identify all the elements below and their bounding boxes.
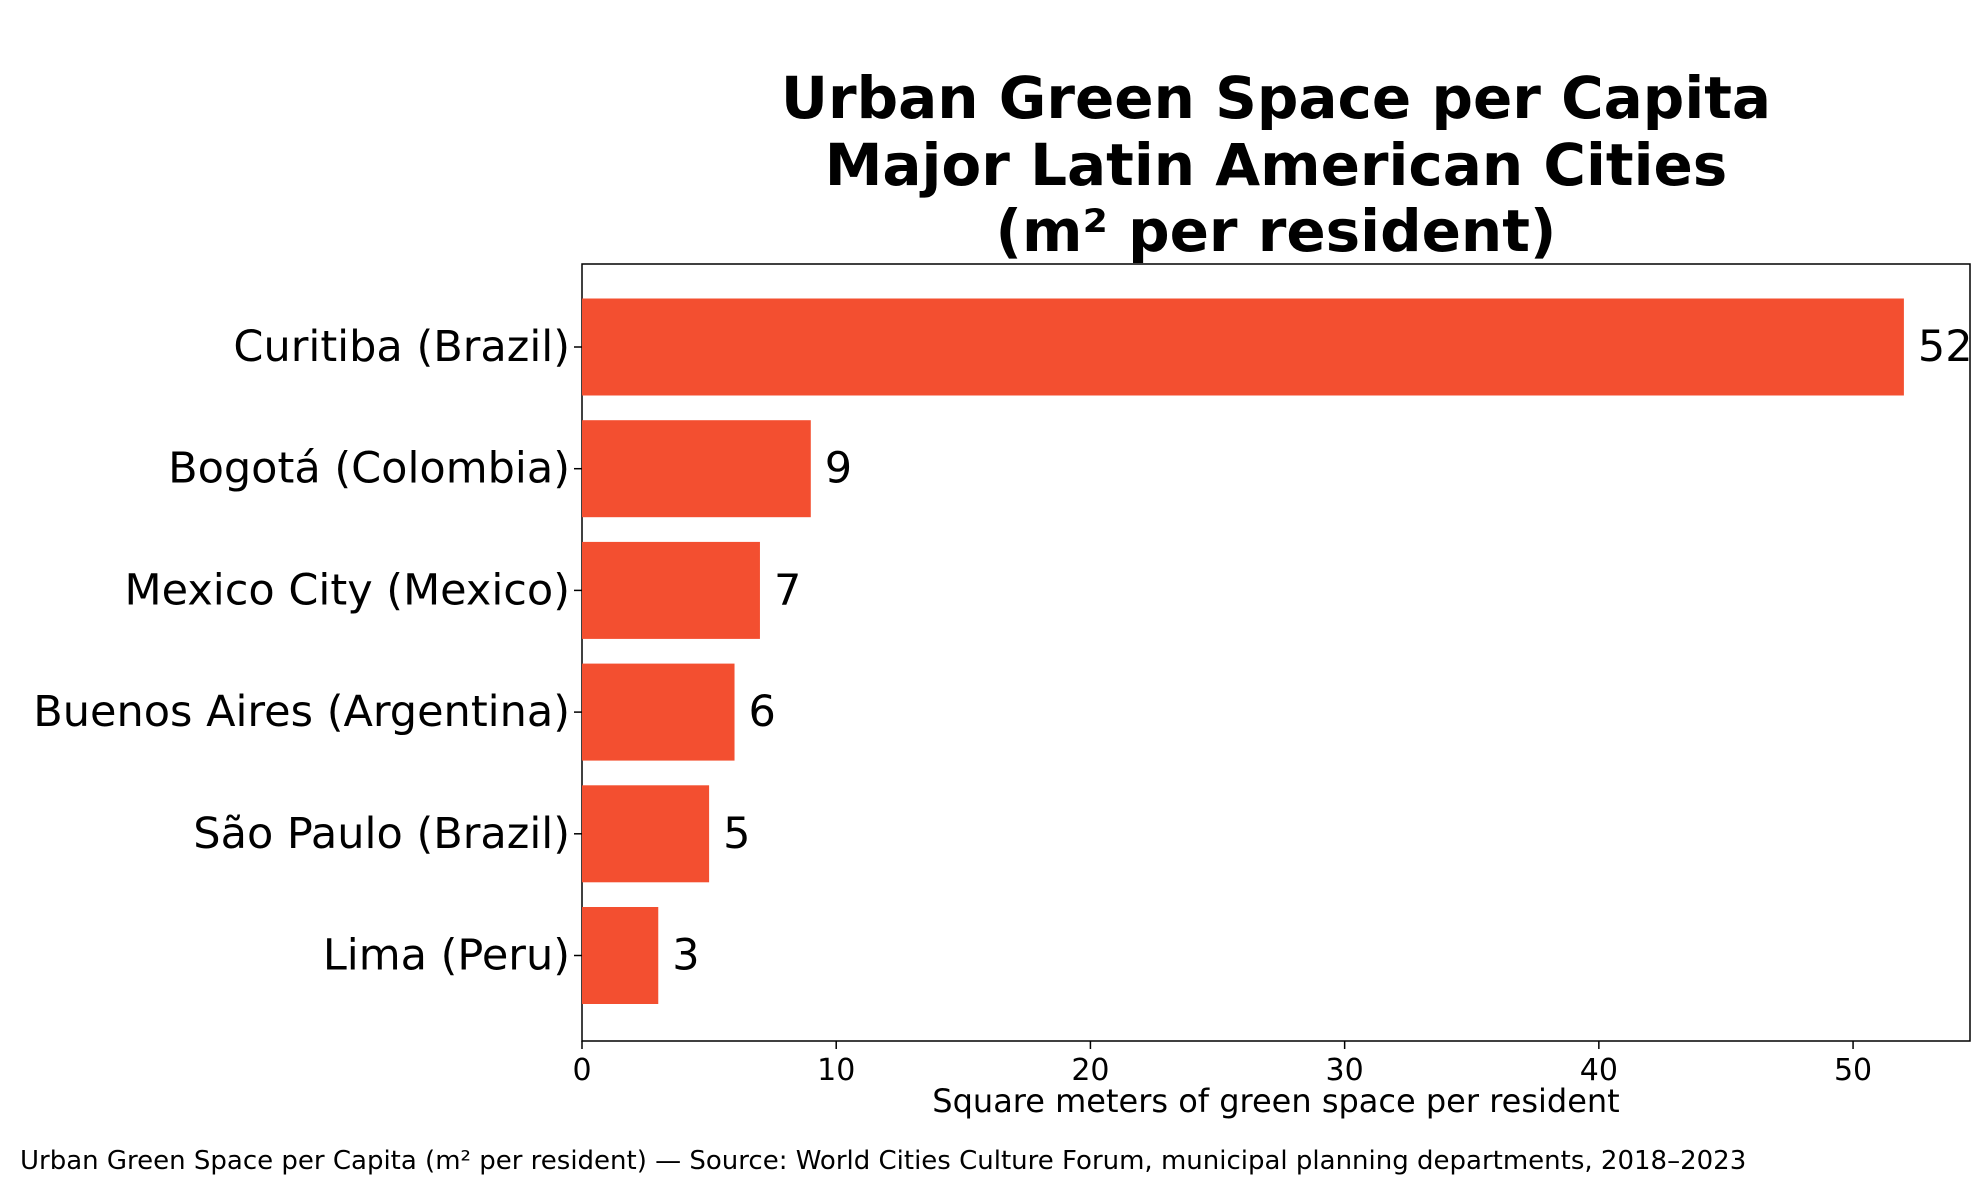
x-tick-label: 20 bbox=[1071, 1053, 1109, 1088]
x-axis-title: Square meters of green space per residen… bbox=[932, 1082, 1619, 1120]
bar bbox=[582, 420, 811, 518]
category-label: Bogotá (Colombia) bbox=[168, 444, 570, 494]
category-labels: Curitiba (Brazil) Bogotá (Colombia) Mexico… bbox=[33, 322, 582, 981]
chart-title-line: (m² per resident) bbox=[996, 197, 1557, 265]
plot-frame bbox=[581, 263, 1971, 1042]
bar bbox=[582, 907, 659, 1004]
chart-title-line: Major Latin American Cities bbox=[825, 131, 1728, 199]
x-tick-label: 10 bbox=[817, 1053, 855, 1088]
category-label: São Paulo (Brazil) bbox=[193, 809, 570, 859]
bar-value-label: 6 bbox=[749, 687, 776, 737]
bar bbox=[582, 663, 735, 761]
bar bbox=[582, 541, 760, 639]
bars bbox=[582, 298, 1904, 1004]
chart-caption: Urban Green Space per Capita (m² per res… bbox=[20, 1146, 1746, 1176]
x-tick-label: 40 bbox=[1580, 1053, 1618, 1088]
category-label: Curitiba (Brazil) bbox=[233, 322, 570, 372]
category-label: Buenos Aires (Argentina) bbox=[33, 687, 570, 737]
x-tick-label: 50 bbox=[1834, 1053, 1872, 1088]
value-labels: 52 9 7 6 5 3 bbox=[672, 322, 1972, 981]
bar-value-label: 7 bbox=[774, 565, 801, 615]
bar-value-label: 9 bbox=[825, 444, 852, 494]
bar-value-label: 52 bbox=[1918, 322, 1973, 372]
x-axis-ticks: 0 10 20 30 40 50 bbox=[572, 1041, 1872, 1088]
bar-value-label: 3 bbox=[672, 931, 699, 981]
chart-title-line: Urban Green Space per Capita bbox=[781, 64, 1771, 132]
category-label: Lima (Peru) bbox=[323, 931, 570, 981]
bar-value-label: 5 bbox=[723, 809, 750, 859]
bar bbox=[582, 298, 1904, 396]
category-label: Mexico City (Mexico) bbox=[125, 565, 570, 615]
x-tick-label: 30 bbox=[1326, 1053, 1364, 1088]
x-tick-label: 0 bbox=[572, 1053, 591, 1088]
bar bbox=[582, 785, 710, 883]
